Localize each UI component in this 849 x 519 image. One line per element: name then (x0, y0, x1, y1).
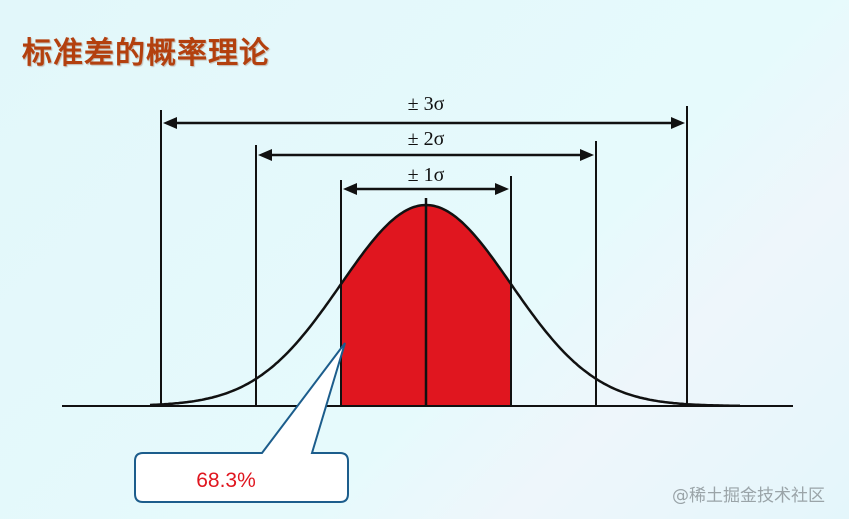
arrow-left-icon (258, 149, 272, 161)
callout: 68.3% (134, 342, 349, 503)
arrow-left-icon (343, 183, 357, 195)
arrow-left-icon (163, 117, 177, 129)
arrow-right-icon (671, 117, 685, 129)
arrow-right-icon (580, 149, 594, 161)
interval-label: ± 1σ (408, 164, 445, 186)
callout-box (134, 342, 349, 503)
bell-curve (149, 203, 740, 408)
interval-label: ± 3σ (408, 93, 445, 115)
slide-title: 标准差的概率理论 (22, 36, 270, 71)
arrow-right-icon (495, 183, 509, 195)
interval-label: ± 2σ (408, 128, 445, 150)
watermark: @稀土掘金技术社区 (672, 486, 825, 506)
callout-text: 68.3% (196, 469, 256, 492)
